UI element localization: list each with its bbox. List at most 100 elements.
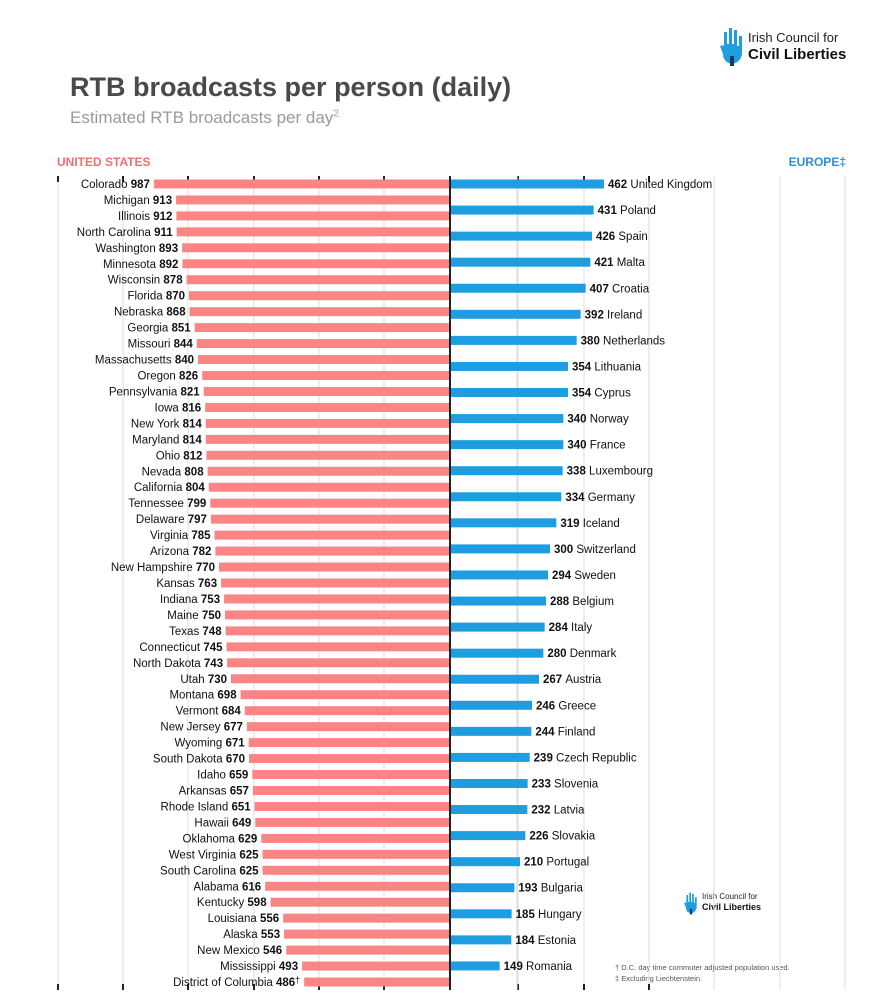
us-bar-label: Oklahoma 629 bbox=[183, 833, 258, 845]
us-state-value: 911 bbox=[154, 227, 173, 239]
us-bar bbox=[246, 722, 450, 732]
europe-country-value: 354 bbox=[572, 361, 594, 373]
europe-country-name: Italy bbox=[571, 622, 592, 634]
us-bar bbox=[265, 881, 450, 891]
europe-section-header: EUROPE‡ bbox=[788, 155, 846, 169]
us-bar-label: West Virginia 625 bbox=[169, 849, 259, 861]
europe-bar-label: 239 Czech Republic bbox=[534, 752, 637, 764]
us-bar bbox=[255, 817, 450, 827]
europe-country-name: Finland bbox=[558, 726, 596, 738]
europe-bar bbox=[450, 388, 568, 398]
europe-country-name: Denmark bbox=[570, 648, 617, 660]
us-bar bbox=[207, 466, 450, 476]
us-state-value: 657 bbox=[230, 785, 249, 797]
us-bar-label: Florida 870 bbox=[127, 291, 185, 303]
europe-bar-label: 421 Malta bbox=[594, 257, 645, 269]
europe-country-value: 226 bbox=[529, 831, 551, 843]
europe-country-value: 431 bbox=[598, 205, 620, 217]
us-bar bbox=[214, 530, 450, 540]
europe-country-name: Greece bbox=[558, 700, 596, 712]
us-state-value: 546 bbox=[263, 945, 282, 957]
us-state-value: 816 bbox=[182, 402, 201, 414]
us-state-value: 651 bbox=[232, 801, 252, 813]
us-state-value: 743 bbox=[204, 658, 223, 670]
us-state-value: 730 bbox=[208, 674, 227, 686]
europe-bar-label: 284 Italy bbox=[549, 622, 593, 634]
us-state-name: Tennessee bbox=[128, 498, 187, 510]
us-state-value: 556 bbox=[260, 913, 279, 925]
europe-country-value: 340 bbox=[567, 440, 589, 452]
europe-country-value: 426 bbox=[596, 231, 618, 243]
subtitle-footnote-mark: 2 bbox=[333, 108, 339, 120]
us-bar bbox=[226, 642, 450, 652]
us-state-name: Vermont bbox=[176, 706, 222, 718]
us-bar bbox=[194, 323, 450, 333]
us-state-name: Nebraska bbox=[114, 307, 166, 319]
us-state-name: Connecticut bbox=[139, 642, 203, 654]
europe-country-value: 380 bbox=[581, 335, 603, 347]
us-state-value: 785 bbox=[191, 530, 211, 542]
europe-country-value: 239 bbox=[534, 752, 556, 764]
us-state-value: 598 bbox=[247, 897, 267, 909]
us-state-name: New Hampshire bbox=[111, 562, 196, 574]
us-state-value: 851 bbox=[172, 323, 192, 335]
us-state-name: Missouri bbox=[128, 339, 174, 351]
hand-icon bbox=[720, 28, 742, 66]
europe-country-value: 280 bbox=[547, 648, 569, 660]
europe-country-value: 462 bbox=[608, 179, 630, 191]
us-bar bbox=[215, 546, 450, 556]
europe-country-name: Netherlands bbox=[603, 335, 665, 347]
us-state-value: 753 bbox=[201, 594, 220, 606]
europe-country-name: Spain bbox=[618, 231, 647, 243]
europe-bar-label: 226 Slovakia bbox=[529, 831, 595, 843]
us-state-name: District of Columbia bbox=[173, 977, 276, 989]
us-state-name: New Jersey bbox=[160, 722, 223, 734]
us-state-name: South Carolina bbox=[160, 865, 239, 877]
europe-bar-label: 392 Ireland bbox=[585, 309, 643, 321]
europe-bar bbox=[450, 257, 591, 267]
europe-bar bbox=[450, 909, 512, 919]
us-bar bbox=[262, 849, 450, 859]
us-bar bbox=[176, 195, 450, 205]
us-bar-label: Louisiana 556 bbox=[208, 913, 280, 925]
europe-country-value: 421 bbox=[594, 257, 616, 269]
us-bar bbox=[198, 355, 450, 365]
us-bar bbox=[203, 386, 450, 396]
us-bar-label: Nebraska 868 bbox=[114, 307, 186, 319]
us-state-name: Virginia bbox=[150, 530, 191, 542]
europe-bar bbox=[450, 518, 557, 528]
us-bar-label: Ohio 812 bbox=[156, 450, 203, 462]
europe-bar bbox=[450, 857, 520, 867]
europe-country-name: Latvia bbox=[554, 805, 585, 817]
europe-country-value: 244 bbox=[535, 726, 557, 738]
us-state-name: Wyoming bbox=[174, 738, 225, 750]
europe-country-value: 232 bbox=[531, 805, 553, 817]
us-bar-label: Washington 893 bbox=[95, 243, 178, 255]
us-bar-label: Arizona 782 bbox=[150, 546, 211, 558]
us-bar bbox=[189, 291, 450, 301]
us-bar bbox=[304, 977, 450, 987]
us-state-value: 804 bbox=[186, 482, 206, 494]
europe-bar bbox=[450, 205, 594, 215]
europe-country-name: United Kingdom bbox=[630, 179, 712, 191]
europe-bar bbox=[450, 831, 526, 841]
us-state-value: 616 bbox=[242, 881, 261, 893]
us-bar bbox=[240, 690, 450, 700]
us-bar-label: New Hampshire 770 bbox=[111, 562, 215, 574]
europe-country-value: 267 bbox=[543, 674, 565, 686]
us-bar-label: New Jersey 677 bbox=[160, 722, 242, 734]
us-bar-label: Mississippi 493 bbox=[220, 961, 298, 973]
us-state-name: Florida bbox=[127, 291, 165, 303]
us-bar-label: Texas 748 bbox=[169, 626, 222, 638]
europe-country-value: 284 bbox=[549, 622, 571, 634]
europe-country-value: 334 bbox=[565, 492, 587, 504]
footnotes: † D.C. day time commuter adjusted popula… bbox=[615, 962, 790, 984]
europe-country-value: 300 bbox=[554, 544, 576, 556]
europe-bar bbox=[450, 622, 545, 632]
europe-country-name: Malta bbox=[617, 257, 646, 269]
us-state-name: Idaho bbox=[197, 770, 229, 782]
us-bar-label: Maine 750 bbox=[167, 610, 221, 622]
us-state-value: 868 bbox=[166, 307, 186, 319]
us-state-value: 814 bbox=[183, 434, 203, 446]
europe-bar bbox=[450, 648, 544, 658]
